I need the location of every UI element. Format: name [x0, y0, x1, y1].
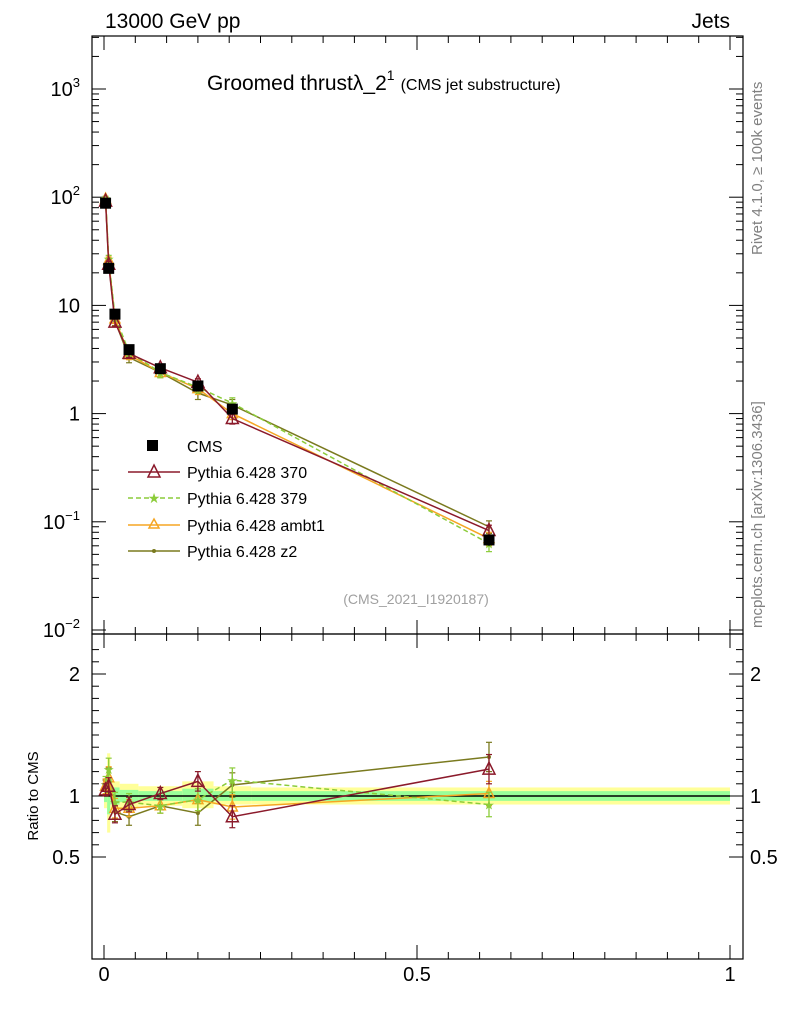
analysis-id: (CMS_2021_I1920187) — [343, 591, 489, 607]
legend-label-z2: Pythia 6.428 z2 — [187, 544, 297, 561]
main-point-p370 — [225, 409, 240, 425]
main-point-cms — [154, 363, 166, 375]
ratio-point-p370 — [190, 772, 206, 788]
ratio-xtick-label: 1 — [724, 964, 735, 986]
legend-label-cms: CMS — [187, 439, 223, 456]
legend-label-370: Pythia 6.428 370 — [187, 465, 307, 482]
ratio-xtick-label: 0 — [98, 964, 109, 986]
ratio-point-p370 — [107, 805, 123, 821]
legend-marker-z2 — [152, 549, 156, 553]
ratio-point-p379: ★ — [483, 798, 495, 813]
ratio-point-p379: ★ — [155, 799, 167, 814]
main-ytick-label: 103 — [51, 75, 80, 101]
main-series-cms — [100, 197, 495, 546]
header-right: Jets — [691, 10, 730, 33]
legend-marker-370 — [146, 463, 162, 478]
main-ytick-label: 10−2 — [43, 616, 80, 642]
ratio-ytick-label-right: 2 — [750, 664, 761, 686]
ratio-series-p370 — [98, 753, 497, 829]
ratio-ytick-label: 2 — [69, 664, 80, 686]
ratio-xtick-label: 0.5 — [403, 964, 431, 986]
legend: CMS Pythia 6.428 370 ★ Pythia 6.428 379 … — [128, 439, 325, 561]
ratio-ytick-label: 0.5 — [52, 847, 80, 869]
ratio-axes: 2 2 1 1 0.5 0.5 0 0.5 1 — [52, 634, 778, 986]
ratio-point-p370 — [481, 760, 497, 775]
ratio-point-p379: ★ — [109, 795, 121, 810]
ratio-point-p379: ★ — [227, 773, 239, 788]
ratio-ytick-label-right: 1 — [750, 786, 761, 808]
header-left: 13000 GeV pp — [105, 10, 240, 33]
main-series-group: ★★★★★★★★ — [98, 191, 497, 553]
main-ytick-label: 1 — [69, 404, 80, 426]
main-point-p370 — [107, 313, 123, 328]
ratio-point-z2 — [195, 811, 200, 816]
main-point-cms — [192, 380, 204, 392]
ratio-point-p379: ★ — [103, 762, 115, 777]
main-point-cms — [226, 403, 238, 415]
main-ytick-label: 10 — [58, 295, 80, 317]
main-point-cms — [123, 344, 135, 356]
ratio-point-p370 — [101, 777, 116, 792]
main-point-cms — [100, 197, 112, 209]
legend-label-ambt1: Pythia 6.428 ambt1 — [187, 518, 325, 535]
main-ytick-label: 10−1 — [43, 508, 80, 534]
main-ytick-label: 102 — [51, 183, 80, 209]
ratio-point-p379: ★ — [192, 793, 204, 808]
plot-title: Groomed thrustλ_21(CMS jet substructure) — [207, 67, 561, 95]
ratio-ytick-label: 1 — [69, 786, 80, 808]
ratio-point-p370 — [121, 795, 137, 811]
main-line-p370 — [104, 201, 490, 532]
ratio-line-p379 — [104, 769, 490, 807]
legend-marker-ambt1 — [147, 517, 161, 529]
ratio-series-group: ★★★★★★★★ — [98, 741, 497, 829]
legend-marker-379: ★ — [148, 490, 161, 506]
main-line-p379 — [104, 198, 490, 545]
ratio-ylabel: Ratio to CMS — [25, 751, 42, 840]
main-point-cms — [483, 534, 495, 546]
ratio-point-p370 — [153, 784, 168, 800]
main-point-cms — [103, 262, 115, 274]
legend-label-379: Pythia 6.428 379 — [187, 491, 307, 508]
main-point-p379: ★ — [227, 396, 239, 411]
side-label-rivet: Rivet 4.1.0, ≥ 100k events — [749, 82, 766, 255]
ratio-ytick-label-right: 0.5 — [750, 847, 778, 869]
side-label-mcplots: mcplots.cern.ch [arXiv:1306.3436] — [749, 401, 766, 628]
ratio-point-p370 — [225, 808, 240, 823]
main-point-cms — [109, 308, 121, 320]
legend-marker-cms — [147, 440, 158, 451]
